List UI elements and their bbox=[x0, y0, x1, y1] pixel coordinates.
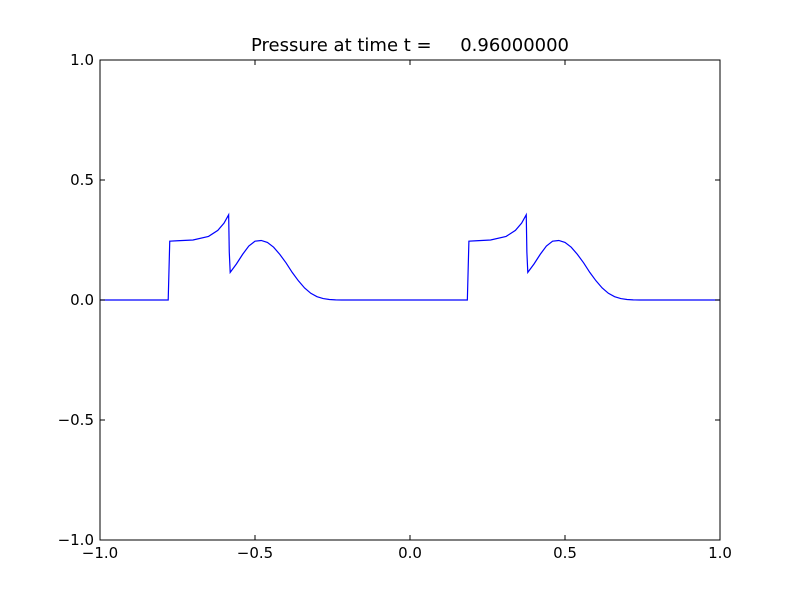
series-line-0 bbox=[100, 212, 720, 301]
y-tick-label: −1.0 bbox=[58, 531, 94, 549]
x-tick-label: 0.5 bbox=[553, 544, 577, 562]
x-tick-label: −1.0 bbox=[82, 544, 118, 562]
x-tick-label: 1.0 bbox=[708, 544, 732, 562]
x-tick-label: 0.0 bbox=[398, 544, 422, 562]
x-tick-label: −0.5 bbox=[237, 544, 273, 562]
y-tick-label: 0.5 bbox=[70, 171, 94, 189]
y-tick-label: −0.5 bbox=[58, 411, 94, 429]
chart-title: Pressure at time t = 0.96000000 bbox=[250, 35, 570, 56]
y-tick-label: 1.0 bbox=[70, 51, 94, 69]
y-tick-label: 0.0 bbox=[70, 291, 94, 309]
